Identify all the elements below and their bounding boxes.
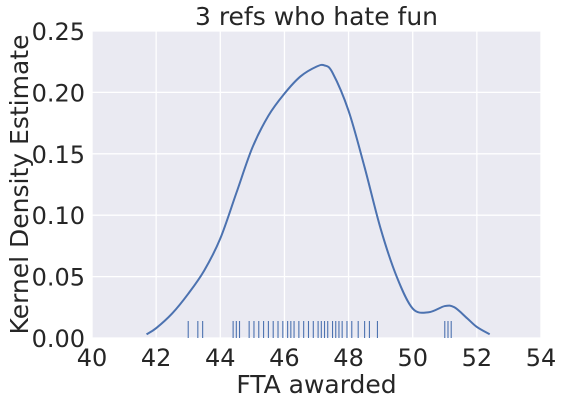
- chart-title: 3 refs who hate fun: [195, 2, 438, 31]
- plot-background: [92, 31, 541, 338]
- x-tick-label: 48: [333, 344, 364, 372]
- x-tick-label: 44: [205, 344, 236, 372]
- x-tick-label: 54: [526, 344, 557, 372]
- x-tick-labels: 40 42 44 46 48 50 52 54: [77, 344, 557, 372]
- y-tick-label: 0.00: [32, 325, 85, 353]
- y-axis-label: Kernel Density Estimate: [5, 35, 34, 335]
- y-tick-label: 0.25: [32, 18, 85, 46]
- y-tick-label: 0.05: [32, 264, 85, 292]
- x-tick-label: 50: [397, 344, 428, 372]
- x-tick-label: 46: [269, 344, 300, 372]
- y-tick-label: 0.10: [32, 202, 85, 230]
- y-tick-label: 0.15: [32, 141, 85, 169]
- x-tick-label: 40: [77, 344, 108, 372]
- rug-ticks: [187, 321, 452, 338]
- x-axis-label: FTA awarded: [236, 370, 396, 399]
- y-tick-label: 0.20: [32, 79, 85, 107]
- x-tick-label: 52: [462, 344, 493, 372]
- kde-series-line: [145, 63, 491, 336]
- y-tick-labels: 0.00 0.05 0.10 0.15 0.20 0.25: [32, 18, 85, 353]
- gridlines: [91, 30, 542, 339]
- x-tick-label: 42: [141, 344, 172, 372]
